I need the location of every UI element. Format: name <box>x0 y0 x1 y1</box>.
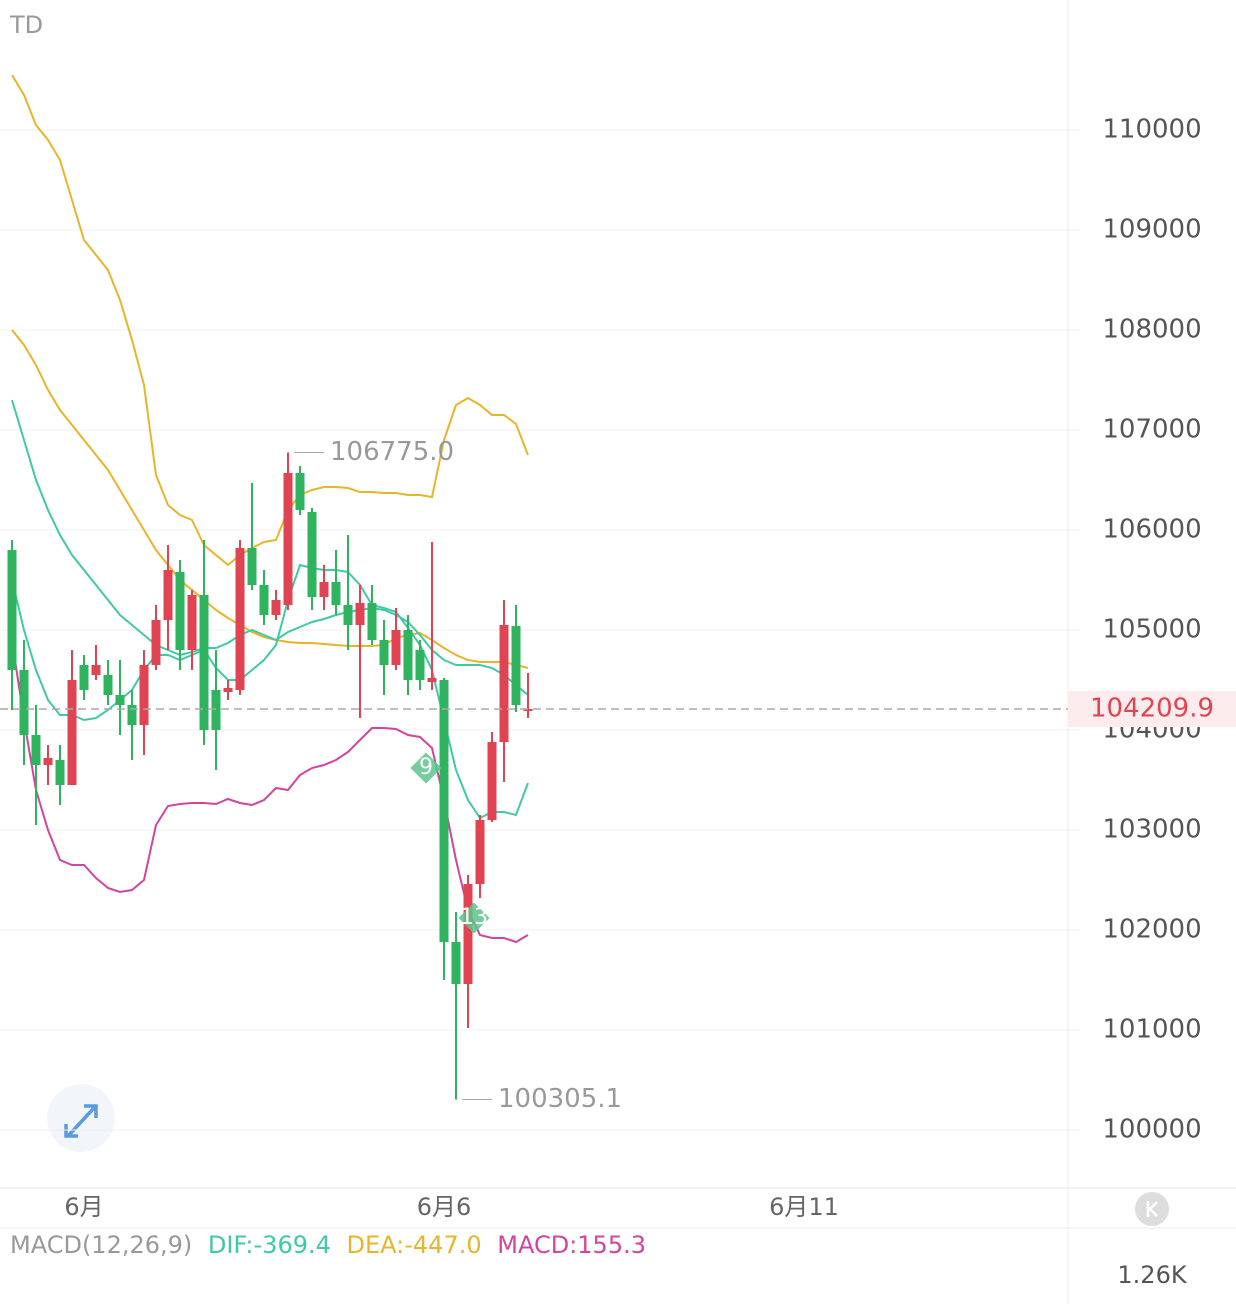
last-price-box <box>1068 691 1236 728</box>
candle-body <box>211 690 221 730</box>
extreme-label: 100305.1 <box>498 1084 622 1114</box>
candle-body <box>523 709 533 712</box>
candle-body <box>283 473 293 605</box>
candle-body <box>451 942 461 984</box>
candle-body <box>511 626 521 705</box>
y-tick-label: 103000 <box>1102 815 1201 845</box>
candle-body <box>439 680 449 942</box>
y-tick-label: 101000 <box>1102 1015 1201 1045</box>
macd-axis-label: 1.26K <box>1117 1261 1187 1289</box>
candle-body <box>391 630 401 665</box>
y-tick-label: 100000 <box>1102 1115 1201 1145</box>
td-signal-label: 9 <box>419 755 433 780</box>
candle-body <box>259 585 269 615</box>
indicator-line <box>11 74 529 567</box>
candle-body <box>31 735 41 765</box>
candle-body <box>7 550 17 670</box>
candle-body <box>175 572 185 650</box>
candle-body <box>43 758 53 765</box>
candle-body <box>331 582 341 605</box>
candle-body <box>115 695 125 705</box>
candle-body <box>487 742 497 820</box>
td-signal-label: 13 <box>460 905 488 930</box>
candle-body <box>163 570 173 620</box>
candle-body <box>235 548 245 690</box>
candle-body <box>379 640 389 665</box>
macd-legend: MACD(12,26,9) DIF:-369.4 DEA:-447.0 MACD… <box>10 1231 646 1259</box>
candle-body <box>187 595 197 650</box>
y-tick-label: 107000 <box>1102 415 1201 445</box>
scroll-end-button[interactable] <box>1135 1192 1169 1226</box>
candle-body <box>67 680 77 785</box>
macd-value: MACD:155.3 <box>497 1231 646 1259</box>
candle-body <box>223 688 233 692</box>
x-tick-label: 6月 <box>64 1193 103 1221</box>
candle-body <box>499 625 509 742</box>
candle-body <box>475 820 485 884</box>
macd-name: MACD(12,26,9) <box>10 1231 192 1259</box>
y-tick-label: 108000 <box>1102 315 1201 345</box>
y-tick-label: 110000 <box>1102 115 1201 145</box>
candle-body <box>103 675 113 695</box>
y-tick-label: 102000 <box>1102 915 1201 945</box>
candle-body <box>355 603 365 625</box>
extreme-label: 106775.0 <box>330 437 454 467</box>
candle-body <box>19 670 29 735</box>
candle-body <box>55 760 65 785</box>
candle-body <box>403 630 413 680</box>
candle-body <box>151 620 161 665</box>
candle-body <box>295 473 305 510</box>
candle-body <box>463 884 473 984</box>
td-signal-badge <box>410 752 442 784</box>
candle-body <box>367 603 377 640</box>
candle-body <box>91 665 101 675</box>
candle-body <box>343 605 353 625</box>
y-tick-label: 106000 <box>1102 515 1201 545</box>
y-tick-label: 105000 <box>1102 615 1201 645</box>
candle-body <box>79 665 89 690</box>
candle-body <box>427 678 437 682</box>
y-tick-label: 109000 <box>1102 215 1201 245</box>
candle-body <box>139 665 149 725</box>
candle-body <box>307 512 317 597</box>
candle-body <box>247 548 257 585</box>
candle-body <box>319 582 329 597</box>
x-tick-label: 6月11 <box>769 1193 839 1221</box>
td-signal-badge <box>458 902 490 934</box>
macd-dif: DIF:-369.4 <box>208 1231 331 1259</box>
last-price-label: 104209.9 <box>1090 694 1214 724</box>
expand-button[interactable] <box>47 1084 115 1152</box>
indicator-line <box>11 399 529 696</box>
x-tick-label: 6月6 <box>417 1193 472 1221</box>
macd-dea: DEA:-447.0 <box>347 1231 482 1259</box>
candle-body <box>199 595 209 730</box>
candle-body <box>415 650 425 680</box>
candle-body <box>271 600 281 615</box>
indicator-label: TD <box>9 11 43 39</box>
candle-body <box>127 705 137 725</box>
